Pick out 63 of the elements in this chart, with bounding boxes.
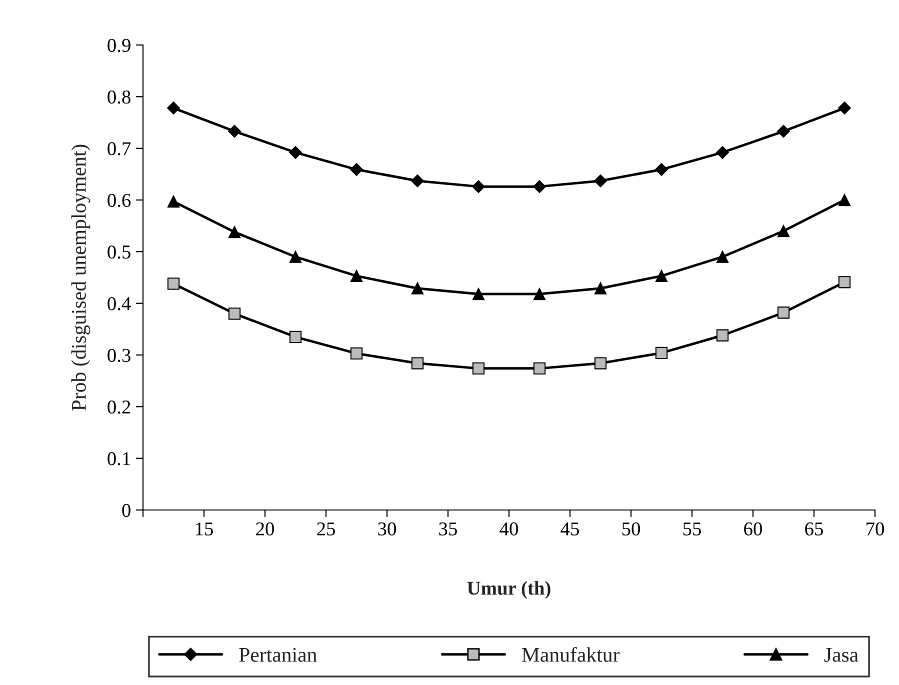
y-tick-label: 0.2 — [108, 400, 130, 414]
y-tick-label: 0.3 — [108, 348, 130, 362]
y-tick-label: 0.4 — [108, 297, 131, 310]
y-tick-label: 0.9 — [108, 38, 130, 52]
point — [838, 276, 851, 288]
legend-label: Pertanian — [239, 648, 317, 662]
point — [838, 194, 851, 206]
point — [350, 270, 363, 282]
y-tick-label: 0.7 — [108, 142, 131, 156]
point — [167, 102, 180, 114]
point — [716, 329, 729, 342]
x-tick-label: 15 — [196, 522, 213, 536]
x-tick-label: 50 — [622, 522, 640, 536]
x-axis-title: Umur (th) — [467, 581, 550, 599]
x-tick-label: 25 — [317, 522, 335, 536]
x-tick-label: 30 — [378, 522, 396, 536]
point — [167, 195, 180, 208]
x-tick-label: 65 — [805, 522, 823, 536]
y-tick-label: 0.5 — [108, 245, 130, 259]
x-tick-label: 40 — [500, 522, 518, 536]
x-tick-label: 20 — [256, 522, 274, 536]
point — [655, 163, 668, 176]
point — [411, 174, 424, 188]
point — [594, 174, 607, 188]
point — [350, 163, 363, 176]
x-tick-label: 70 — [866, 522, 884, 536]
point — [472, 180, 485, 193]
point — [594, 357, 607, 370]
point — [472, 362, 485, 375]
x-tick-label: 60 — [744, 522, 762, 536]
point — [533, 362, 546, 375]
point — [228, 124, 241, 138]
x-tick-label: 45 — [560, 522, 579, 536]
point — [655, 346, 668, 360]
y-tick-label: 0.1 — [108, 452, 130, 466]
point — [289, 330, 302, 343]
point — [716, 146, 729, 159]
point — [350, 347, 363, 360]
point — [228, 226, 241, 238]
point — [533, 180, 546, 193]
x-tick-label: 35 — [439, 522, 457, 536]
point — [411, 282, 424, 294]
point — [777, 224, 790, 238]
legend-label: Jasa — [824, 648, 858, 662]
y-tick-label: 0.8 — [108, 90, 130, 104]
point — [167, 278, 180, 290]
point — [777, 306, 790, 319]
y-tick-label: 0.6 — [108, 194, 131, 208]
point — [594, 282, 607, 294]
point — [228, 308, 241, 320]
point — [655, 270, 668, 282]
point — [716, 250, 729, 263]
point — [533, 288, 546, 300]
point — [838, 102, 851, 114]
point — [472, 288, 485, 300]
point — [777, 124, 790, 138]
point — [411, 357, 424, 370]
y-axis-title: Prob (disguised unemployment) — [71, 144, 90, 411]
y-tick-label: 0 — [122, 504, 130, 517]
legend-label: Manufaktur — [522, 647, 620, 662]
point — [289, 250, 302, 263]
x-tick-label: 55 — [683, 522, 701, 536]
point — [289, 146, 302, 159]
